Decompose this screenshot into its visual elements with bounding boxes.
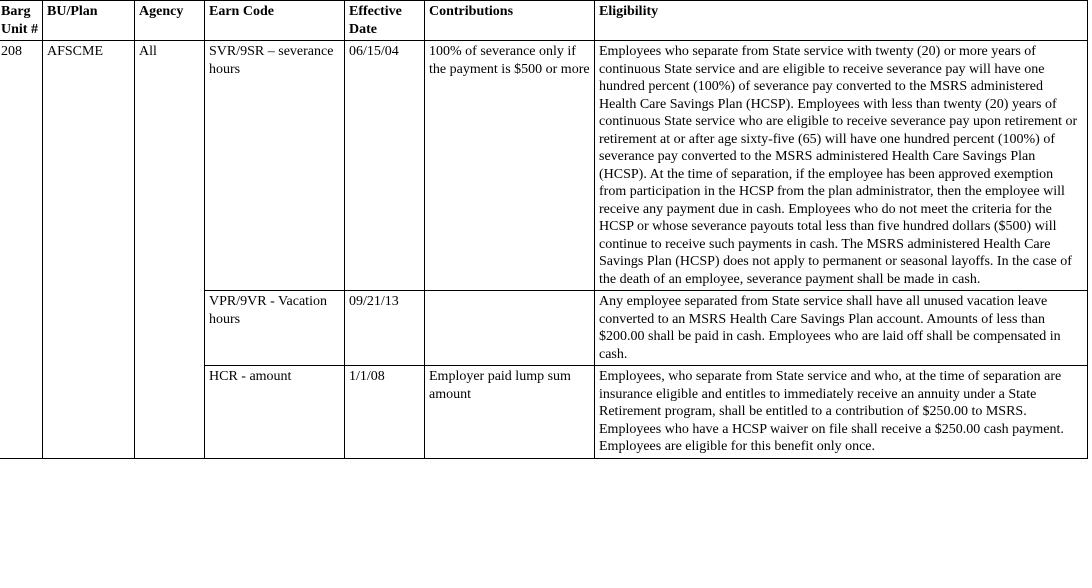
cell-contrib: Employer paid lump sum amount	[425, 366, 595, 459]
header-row: Barg Unit # BU/Plan Agency Earn Code Eff…	[0, 1, 1088, 41]
col-eligibility: Eligibility	[595, 1, 1088, 41]
cell-eligibility: Employees, who separate from State servi…	[595, 366, 1088, 459]
cell-barg-unit: 208	[0, 41, 43, 459]
cell-eff-date: 06/15/04	[345, 41, 425, 291]
policy-table: Barg Unit # BU/Plan Agency Earn Code Eff…	[0, 0, 1088, 459]
col-eff-date: Effective Date	[345, 1, 425, 41]
cell-contrib	[425, 291, 595, 366]
col-barg-unit: Barg Unit #	[0, 1, 43, 41]
cell-bu-plan: AFSCME	[43, 41, 135, 459]
col-bu-plan: BU/Plan	[43, 1, 135, 41]
table-row: 208 AFSCME All SVR/9SR – severance hours…	[0, 41, 1088, 291]
cell-agency: All	[135, 41, 205, 459]
col-agency: Agency	[135, 1, 205, 41]
col-contrib: Contributions	[425, 1, 595, 41]
cell-eff-date: 1/1/08	[345, 366, 425, 459]
cell-earn-code: HCR - amount	[205, 366, 345, 459]
cell-eligibility: Employees who separate from State servic…	[595, 41, 1088, 291]
cell-eligibility: Any employee separated from State servic…	[595, 291, 1088, 366]
cell-earn-code: SVR/9SR – severance hours	[205, 41, 345, 291]
col-earn-code: Earn Code	[205, 1, 345, 41]
cell-contrib: 100% of severance only if the payment is…	[425, 41, 595, 291]
cell-earn-code: VPR/9VR - Vacation hours	[205, 291, 345, 366]
cell-eff-date: 09/21/13	[345, 291, 425, 366]
